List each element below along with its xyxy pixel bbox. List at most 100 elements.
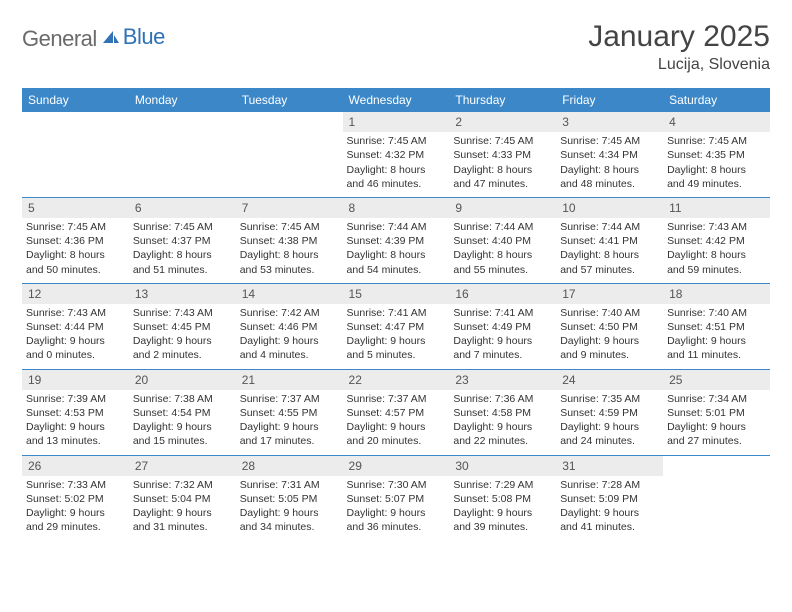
daylight1-text: Daylight: 8 hours	[133, 248, 232, 262]
sunset-text: Sunset: 4:47 PM	[347, 320, 446, 334]
sunrise-text: Sunrise: 7:37 AM	[240, 392, 339, 406]
sunset-text: Sunset: 5:04 PM	[133, 492, 232, 506]
sunrise-text: Sunrise: 7:34 AM	[667, 392, 766, 406]
calendar-page: General Blue January 2025 Lucija, Sloven…	[0, 0, 792, 560]
daylight1-text: Daylight: 9 hours	[26, 334, 125, 348]
sunset-text: Sunset: 4:42 PM	[667, 234, 766, 248]
calendar-day-cell	[129, 112, 236, 197]
calendar-day-cell: 6Sunrise: 7:45 AMSunset: 4:37 PMDaylight…	[129, 197, 236, 283]
sunset-text: Sunset: 4:35 PM	[667, 148, 766, 162]
day-number: 6	[129, 198, 236, 218]
day-number: 24	[556, 370, 663, 390]
calendar-day-cell: 17Sunrise: 7:40 AMSunset: 4:50 PMDayligh…	[556, 283, 663, 369]
daylight2-text: and 57 minutes.	[560, 263, 659, 277]
sunset-text: Sunset: 5:01 PM	[667, 406, 766, 420]
calendar-day-cell: 10Sunrise: 7:44 AMSunset: 4:41 PMDayligh…	[556, 197, 663, 283]
calendar-day-cell: 16Sunrise: 7:41 AMSunset: 4:49 PMDayligh…	[449, 283, 556, 369]
day-number: 31	[556, 456, 663, 476]
daylight1-text: Daylight: 9 hours	[347, 506, 446, 520]
sunrise-text: Sunrise: 7:35 AM	[560, 392, 659, 406]
day-number	[663, 456, 770, 474]
day-number: 14	[236, 284, 343, 304]
daylight2-text: and 54 minutes.	[347, 263, 446, 277]
day-number: 9	[449, 198, 556, 218]
daylight1-text: Daylight: 9 hours	[26, 420, 125, 434]
calendar-day-cell: 30Sunrise: 7:29 AMSunset: 5:08 PMDayligh…	[449, 455, 556, 540]
daylight1-text: Daylight: 8 hours	[26, 248, 125, 262]
day-number: 27	[129, 456, 236, 476]
sunrise-text: Sunrise: 7:44 AM	[347, 220, 446, 234]
brand-logo: General Blue	[22, 20, 165, 52]
daylight1-text: Daylight: 9 hours	[240, 420, 339, 434]
sunrise-text: Sunrise: 7:33 AM	[26, 478, 125, 492]
daylight1-text: Daylight: 9 hours	[347, 420, 446, 434]
daylight1-text: Daylight: 8 hours	[347, 163, 446, 177]
daylight2-text: and 13 minutes.	[26, 434, 125, 448]
sunrise-text: Sunrise: 7:42 AM	[240, 306, 339, 320]
calendar-day-cell	[663, 455, 770, 540]
sunset-text: Sunset: 4:34 PM	[560, 148, 659, 162]
daylight1-text: Daylight: 9 hours	[453, 334, 552, 348]
sunset-text: Sunset: 4:44 PM	[26, 320, 125, 334]
sunrise-text: Sunrise: 7:31 AM	[240, 478, 339, 492]
calendar-day-cell: 27 Sunrise: 7:32 AMSunset: 5:04 PMDayligh…	[129, 455, 236, 540]
daylight2-text: and 20 minutes.	[347, 434, 446, 448]
daylight1-text: Daylight: 8 hours	[560, 163, 659, 177]
calendar-week-row: 19Sunrise: 7:39 AMSunset: 4:53 PMDayligh…	[22, 369, 770, 455]
daylight2-text: and 24 minutes.	[560, 434, 659, 448]
day-number: 23	[449, 370, 556, 390]
sunset-text: Sunset: 4:46 PM	[240, 320, 339, 334]
calendar-day-cell	[236, 112, 343, 197]
calendar-week-row: 26Sunrise: 7:33 AMSunset: 5:02 PMDayligh…	[22, 455, 770, 540]
day-number: 15	[343, 284, 450, 304]
day-number: 13	[129, 284, 236, 304]
title-block: January 2025 Lucija, Slovenia	[588, 20, 770, 74]
calendar-day-cell: 22Sunrise: 7:37 AMSunset: 4:57 PMDayligh…	[343, 369, 450, 455]
location-label: Lucija, Slovenia	[588, 56, 770, 74]
sunrise-text: Sunrise: 7:45 AM	[240, 220, 339, 234]
daylight1-text: Daylight: 9 hours	[560, 420, 659, 434]
sunset-text: Sunset: 4:55 PM	[240, 406, 339, 420]
daylight1-text: Daylight: 9 hours	[133, 334, 232, 348]
sunrise-text: Sunrise: 7:45 AM	[667, 134, 766, 148]
calendar-day-cell: 12Sunrise: 7:43 AMSunset: 4:44 PMDayligh…	[22, 283, 129, 369]
sunrise-text: Sunrise: 7:32 AM	[133, 478, 232, 492]
calendar-day-cell: 25Sunrise: 7:34 AMSunset: 5:01 PMDayligh…	[663, 369, 770, 455]
daylight1-text: Daylight: 9 hours	[133, 506, 232, 520]
daylight2-text: and 48 minutes.	[560, 177, 659, 191]
day-number: 12	[22, 284, 129, 304]
day-number: 30	[449, 456, 556, 476]
day-number: 16	[449, 284, 556, 304]
daylight2-text: and 2 minutes.	[133, 348, 232, 362]
calendar-day-cell: 11Sunrise: 7:43 AMSunset: 4:42 PMDayligh…	[663, 197, 770, 283]
daylight2-text: and 34 minutes.	[240, 520, 339, 534]
daylight2-text: and 9 minutes.	[560, 348, 659, 362]
sunrise-text: Sunrise: 7:40 AM	[560, 306, 659, 320]
calendar-week-row: 12Sunrise: 7:43 AMSunset: 4:44 PMDayligh…	[22, 283, 770, 369]
daylight1-text: Daylight: 9 hours	[667, 420, 766, 434]
daylight2-text: and 5 minutes.	[347, 348, 446, 362]
daylight1-text: Daylight: 9 hours	[560, 506, 659, 520]
weekday-header: Sunday	[22, 88, 129, 112]
daylight1-text: Daylight: 8 hours	[667, 163, 766, 177]
day-number: 4	[663, 112, 770, 132]
sunrise-text: Sunrise: 7:45 AM	[560, 134, 659, 148]
sunrise-text: Sunrise: 7:45 AM	[347, 134, 446, 148]
calendar-day-cell: 20Sunrise: 7:38 AMSunset: 4:54 PMDayligh…	[129, 369, 236, 455]
daylight2-text: and 22 minutes.	[453, 434, 552, 448]
daylight1-text: Daylight: 8 hours	[347, 248, 446, 262]
calendar-day-cell: 9Sunrise: 7:44 AMSunset: 4:40 PMDaylight…	[449, 197, 556, 283]
day-number: 17	[556, 284, 663, 304]
sunset-text: Sunset: 4:57 PM	[347, 406, 446, 420]
daylight1-text: Daylight: 8 hours	[667, 248, 766, 262]
daylight2-text: and 27 minutes.	[667, 434, 766, 448]
daylight2-text: and 4 minutes.	[240, 348, 339, 362]
sunset-text: Sunset: 4:51 PM	[667, 320, 766, 334]
calendar-day-cell: 15Sunrise: 7:41 AMSunset: 4:47 PMDayligh…	[343, 283, 450, 369]
sunset-text: Sunset: 4:54 PM	[133, 406, 232, 420]
calendar-day-cell: 4 Sunrise: 7:45 AMSunset: 4:35 PMDaylight…	[663, 112, 770, 197]
sunrise-text: Sunrise: 7:45 AM	[133, 220, 232, 234]
daylight1-text: Daylight: 9 hours	[133, 420, 232, 434]
daylight1-text: Daylight: 9 hours	[240, 334, 339, 348]
daylight2-text: and 53 minutes.	[240, 263, 339, 277]
